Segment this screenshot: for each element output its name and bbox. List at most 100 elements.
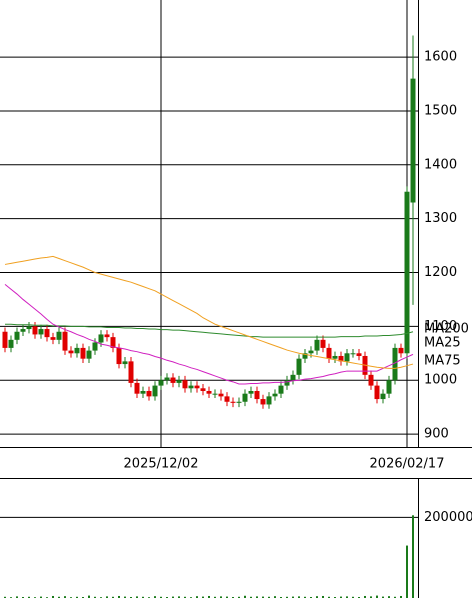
y-tick-label: 900 xyxy=(424,427,449,442)
legend-entry: MA75 xyxy=(424,354,461,369)
legend-entry: MA25 xyxy=(424,336,461,351)
candle-body xyxy=(56,331,62,340)
candle-body xyxy=(116,347,122,365)
candle-body xyxy=(182,380,188,389)
volume-bar xyxy=(262,596,264,598)
candle-body xyxy=(308,350,314,354)
candle-body xyxy=(2,331,8,348)
volume-bar xyxy=(364,595,366,598)
volume-bar xyxy=(154,596,156,598)
volume-bar xyxy=(88,595,90,598)
volume-bar xyxy=(238,596,240,598)
candle-body xyxy=(98,334,104,343)
y-tick-label: 1300 xyxy=(424,211,457,226)
volume-bar xyxy=(52,595,54,598)
volume-bar xyxy=(172,596,174,598)
candle-body xyxy=(356,353,362,356)
candle-body xyxy=(152,385,158,397)
candle-body xyxy=(338,355,344,362)
candle-body xyxy=(44,329,50,338)
volume-bar xyxy=(184,596,186,598)
candle-body xyxy=(368,374,374,386)
candle-body xyxy=(122,361,128,365)
volume-bar xyxy=(232,596,234,598)
volume-bar xyxy=(124,596,126,598)
candle-body xyxy=(104,334,110,338)
volume-bar xyxy=(334,596,336,598)
volume-bar xyxy=(106,596,108,598)
volume-bar xyxy=(370,596,372,598)
candle-body xyxy=(302,353,308,359)
candle-body xyxy=(20,329,26,332)
candle-body xyxy=(92,342,98,351)
candle-body xyxy=(404,191,410,354)
candle-body xyxy=(26,326,32,330)
y-tick-label: 1200 xyxy=(424,265,457,280)
volume-bar xyxy=(304,596,306,598)
volume-bar xyxy=(412,515,414,598)
volume-bar xyxy=(160,596,162,598)
candle-body xyxy=(260,399,266,405)
volume-bar xyxy=(244,595,246,598)
candle-body xyxy=(398,347,404,354)
candle-body xyxy=(38,329,44,335)
y-tick-label: 1500 xyxy=(424,103,457,118)
volume-bar xyxy=(394,596,396,598)
candle-body xyxy=(86,350,92,359)
candle-body xyxy=(314,339,320,351)
candle-body xyxy=(194,385,200,389)
volume-bar xyxy=(376,595,378,598)
candle-body xyxy=(110,337,116,348)
candle-body xyxy=(170,377,176,383)
candle-body xyxy=(200,388,206,391)
volume-bar xyxy=(226,596,228,598)
candle-body xyxy=(32,326,38,335)
candle-body xyxy=(134,382,140,394)
legend-entry: MA200 xyxy=(424,322,469,337)
volume-bar xyxy=(82,596,84,598)
volume-bar xyxy=(58,596,60,598)
x-tick-label: 2026/02/17 xyxy=(370,457,445,472)
candle-body xyxy=(50,337,56,340)
volume-bar xyxy=(352,596,354,598)
y-tick-label: 1000 xyxy=(424,373,457,388)
volume-bar xyxy=(298,596,300,598)
candle-body xyxy=(266,396,272,405)
volume-bar xyxy=(112,596,114,598)
volume-bar xyxy=(322,595,324,598)
candle-body xyxy=(212,393,218,395)
candle-body xyxy=(392,347,398,381)
candle-body xyxy=(344,353,350,362)
volume-bar xyxy=(118,595,120,598)
candle-body xyxy=(188,385,194,389)
volume-bar xyxy=(142,596,144,598)
ma-line xyxy=(4,255,414,369)
candle-body xyxy=(284,380,290,386)
candle-body xyxy=(386,380,392,394)
candle-body xyxy=(164,377,170,381)
volume-bar xyxy=(358,596,360,598)
y-tick-label: 1400 xyxy=(424,157,457,172)
volume-bar xyxy=(202,596,204,598)
volume-bar xyxy=(16,596,18,598)
volume-bar xyxy=(250,596,252,598)
candle-body xyxy=(224,396,230,402)
candle-body xyxy=(230,401,236,403)
candle-body xyxy=(278,385,284,394)
candle-body xyxy=(242,393,248,402)
ma-line xyxy=(5,323,414,338)
candle-body xyxy=(80,347,86,359)
candle-body xyxy=(374,385,380,400)
candle-body xyxy=(380,393,386,400)
volume-tick-label: 200000 xyxy=(424,510,472,525)
volume-bar xyxy=(64,596,66,598)
y-tick-label: 1600 xyxy=(424,50,457,65)
volume-bar xyxy=(76,596,78,598)
candle-body xyxy=(176,380,182,383)
volume-bar xyxy=(340,596,342,598)
candle-body xyxy=(146,390,152,397)
volume-bar xyxy=(220,596,222,598)
volume-bar xyxy=(274,596,276,598)
candle-body xyxy=(206,390,212,394)
